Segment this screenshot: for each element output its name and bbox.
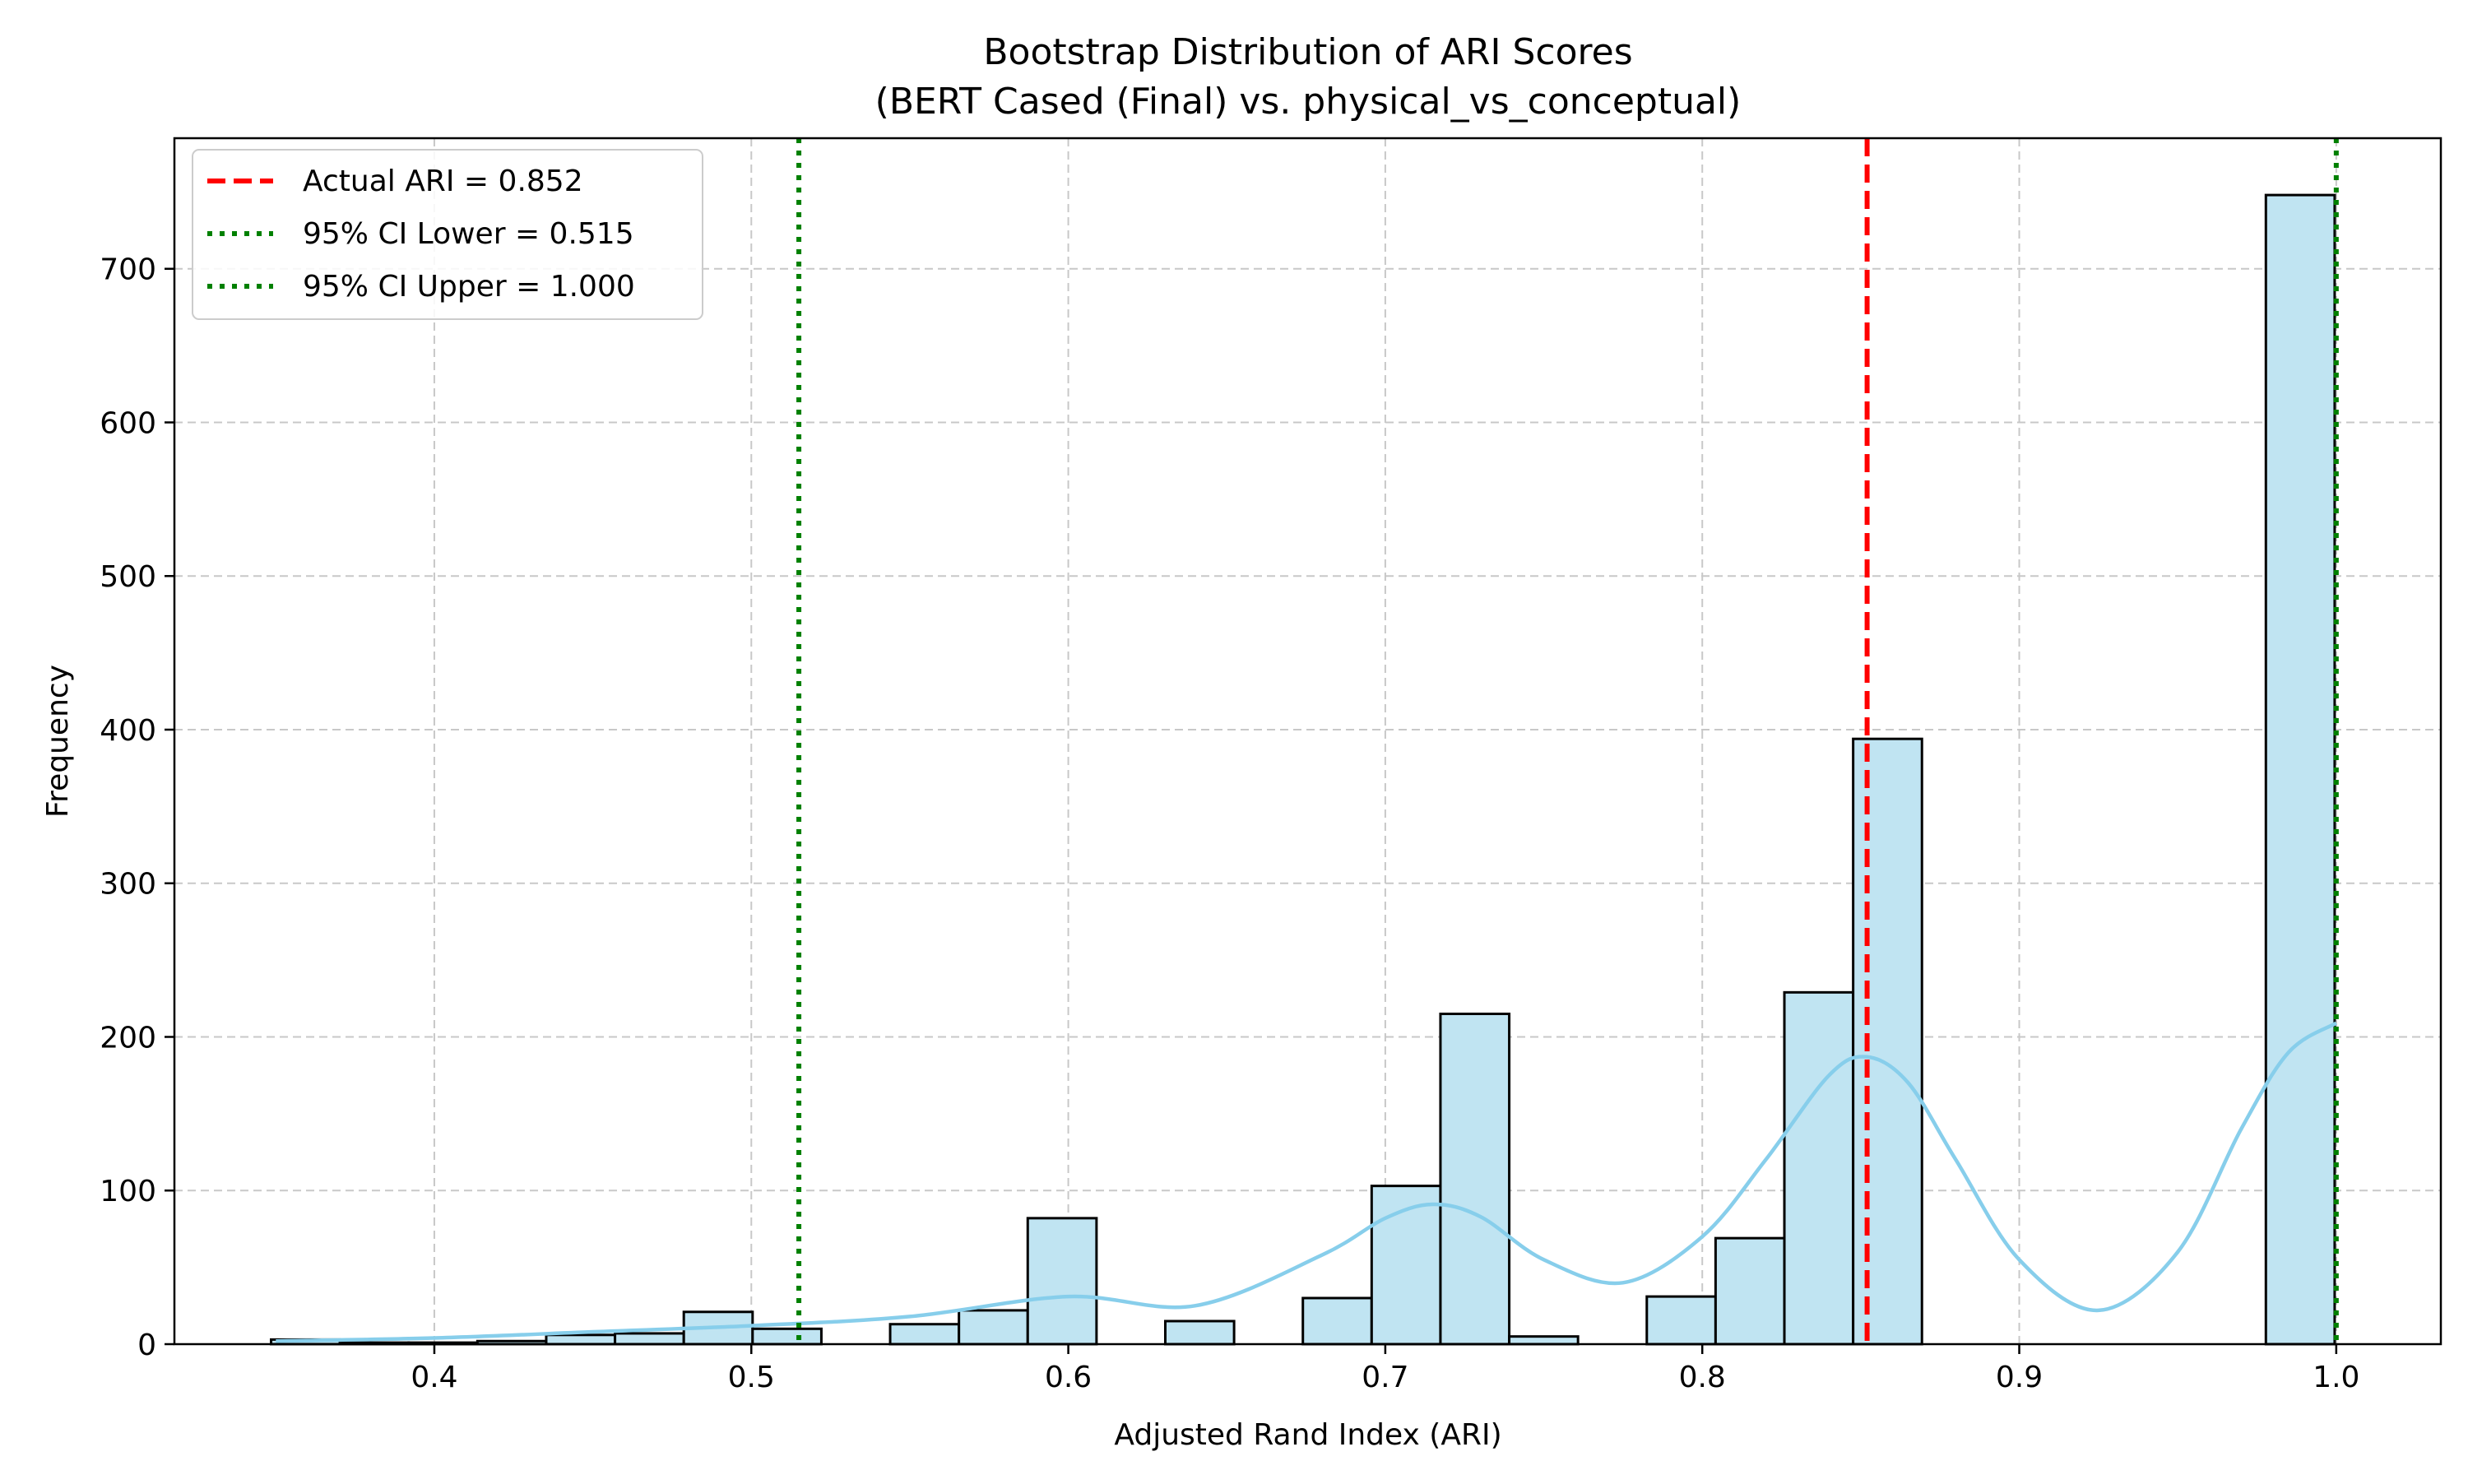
x-tick-label: 0.8 — [1679, 1361, 1726, 1394]
histogram-bar — [1439, 1012, 1511, 1346]
legend-label-ci-lower: 95% CI Lower = 0.515 — [303, 217, 634, 251]
kde-curve — [276, 1021, 2338, 1343]
histogram-bar — [1645, 1295, 1717, 1346]
ticks-layer: 0.4 0.5 0.6 0.7 0.8 0.9 1.0 0 100 200 300 400 500 600… — [100, 253, 2359, 1394]
histogram-bar — [1026, 1217, 1098, 1346]
chart-subtitle: (BERT Cased (Final) vs. physical_vs_conc… — [875, 81, 1742, 123]
histogram-bar — [1301, 1296, 1373, 1346]
x-tick-label: 0.6 — [1045, 1361, 1092, 1394]
x-tick-label: 0.9 — [1996, 1361, 2043, 1394]
x-tick-label: 0.7 — [1362, 1361, 1408, 1394]
legend-box — [192, 149, 703, 320]
y-tick-label: 300 — [100, 868, 156, 902]
histogram-bar — [2264, 193, 2336, 1346]
legend-label-ci-upper: 95% CI Upper = 1.000 — [303, 270, 635, 304]
y-tick-label: 200 — [100, 1021, 156, 1055]
kde-layer — [276, 1021, 2338, 1343]
x-tick-label: 0.4 — [411, 1361, 457, 1394]
histogram-bar — [958, 1309, 1029, 1346]
y-tick-label: 400 — [100, 714, 156, 748]
histogram-bar — [751, 1327, 823, 1346]
histogram-bar — [1714, 1236, 1786, 1346]
histogram-bar — [1852, 737, 1923, 1346]
histogram-bar — [1783, 990, 1855, 1346]
x-tick-label: 1.0 — [2313, 1361, 2359, 1394]
plot-frame — [173, 137, 2442, 1346]
y-tick-label: 100 — [100, 1175, 156, 1208]
histogram-bar — [1508, 1335, 1580, 1346]
y-tick-label: 500 — [100, 560, 156, 594]
x-tick-label: 0.5 — [728, 1361, 775, 1394]
y-tick-label: 600 — [100, 406, 156, 440]
y-tick-label: 700 — [100, 253, 156, 287]
histogram-bar — [545, 1333, 617, 1346]
x-axis-label: Adjusted Rand Index (ARI) — [1114, 1418, 1501, 1452]
chart-title: Bootstrap Distribution of ARI Scores — [983, 31, 1632, 73]
legend: Actual ARI = 0.852 95% CI Lower = 0.515 … — [192, 149, 703, 320]
reference-lines-layer — [796, 138, 2339, 1344]
histogram-bar — [888, 1323, 961, 1346]
bars-layer — [270, 193, 2336, 1346]
y-axis-label: Frequency — [41, 665, 75, 818]
histogram-bar — [1163, 1319, 1236, 1346]
histogram-bar — [614, 1332, 685, 1346]
legend-label-actual-ari: Actual ARI = 0.852 — [303, 165, 583, 198]
y-tick-label: 0 — [137, 1329, 156, 1362]
